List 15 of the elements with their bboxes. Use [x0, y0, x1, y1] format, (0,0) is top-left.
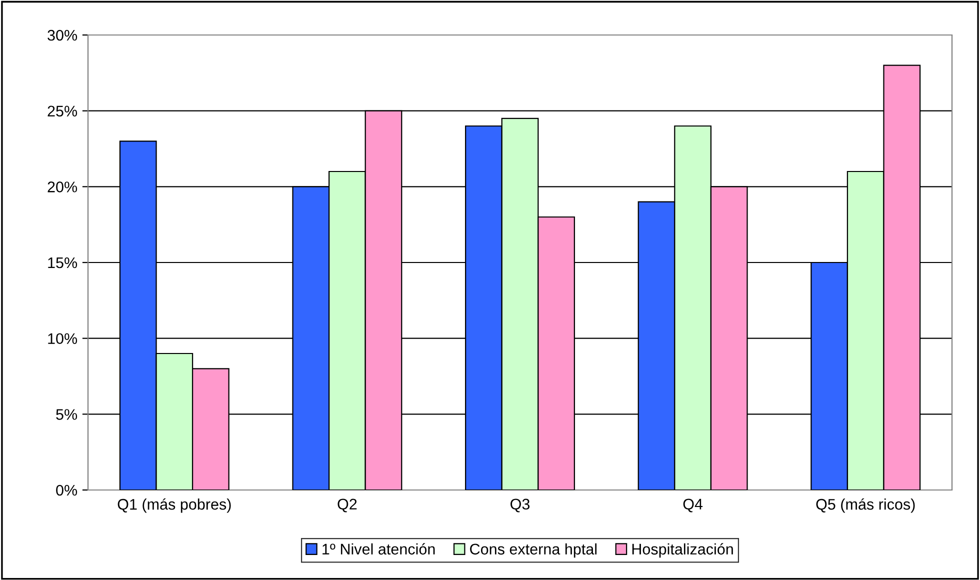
x-tick-label: Q4 — [683, 498, 703, 512]
legend-label: 1º Nivel atención — [322, 543, 435, 555]
y-tick-label: 15% — [48, 257, 78, 268]
y-tick-label: 25% — [48, 106, 78, 117]
legend-label: Cons externa hptal — [470, 543, 597, 558]
y-tick-label: 20% — [48, 182, 78, 192]
x-tick-label: Q1 (más pobres) — [118, 498, 231, 513]
x-tick-label: Q5 (más ricos) — [816, 498, 915, 513]
legend-label: Hospitalización — [632, 543, 733, 558]
y-tick-label: 5% — [56, 409, 78, 420]
x-tick-label: Q3 — [510, 498, 530, 512]
y-tick-label: 30% — [48, 30, 78, 41]
x-tick-label: Q2 — [338, 498, 357, 512]
y-tick-label: 0% — [56, 484, 78, 496]
y-tick-label: 10% — [48, 333, 78, 344]
